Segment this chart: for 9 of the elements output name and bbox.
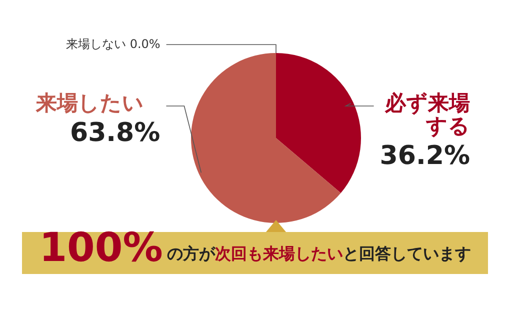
slice-label: 必ず来場する	[384, 91, 470, 138]
data-label: 36.2%	[380, 141, 470, 172]
text: 次回も来場したい	[214, 244, 343, 265]
category-label: 来場しない 0.0%	[66, 37, 160, 51]
text: の方が	[166, 244, 215, 265]
slice-label: 来場したい	[36, 91, 145, 116]
text: 100%	[39, 225, 163, 271]
text: と回答しています	[342, 244, 471, 265]
data-label: 63.8%	[69, 118, 160, 148]
